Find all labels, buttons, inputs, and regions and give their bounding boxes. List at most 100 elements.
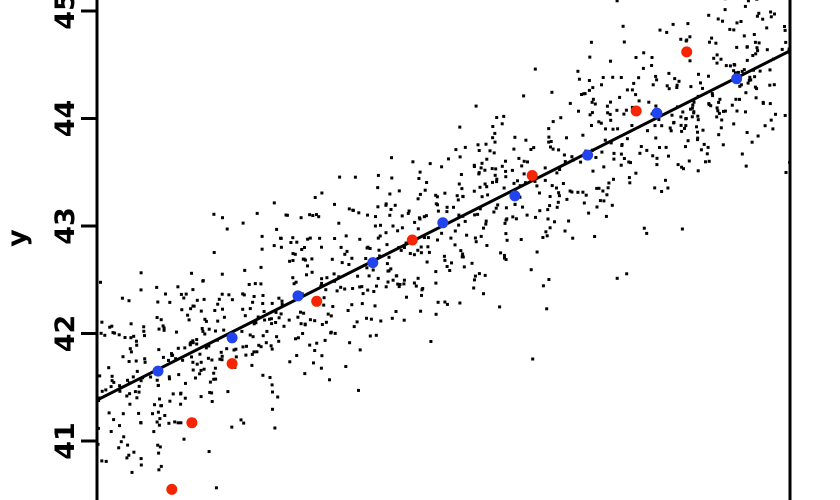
data-point xyxy=(461,194,465,198)
data-point xyxy=(753,75,757,79)
data-point xyxy=(368,247,372,250)
data-point xyxy=(545,234,549,238)
data-point xyxy=(647,100,651,104)
data-point xyxy=(691,103,695,107)
raw-scatter-layer xyxy=(98,0,789,490)
data-point xyxy=(129,322,133,326)
data-point xyxy=(612,157,616,161)
data-point xyxy=(324,288,328,292)
data-point xyxy=(783,114,787,117)
data-point xyxy=(548,195,552,198)
data-point xyxy=(157,468,161,472)
data-point xyxy=(311,214,315,217)
data-point xyxy=(390,316,394,320)
data-point xyxy=(163,414,167,417)
data-point xyxy=(705,152,709,156)
data-point xyxy=(247,283,251,286)
data-point xyxy=(608,112,612,116)
data-point xyxy=(690,115,694,119)
data-point xyxy=(594,156,598,159)
y-tick-label-44: 44 xyxy=(50,100,81,138)
data-point xyxy=(213,366,217,370)
data-point xyxy=(127,360,131,363)
data-point xyxy=(220,354,224,358)
data-point xyxy=(214,486,218,490)
data-point xyxy=(220,358,224,362)
data-point xyxy=(162,326,166,330)
data-point xyxy=(485,185,489,189)
data-point xyxy=(746,81,750,85)
data-point xyxy=(516,179,519,183)
data-point xyxy=(728,64,732,68)
data-point xyxy=(277,316,281,320)
data-point xyxy=(416,197,420,201)
data-point xyxy=(130,470,134,474)
data-point xyxy=(139,463,143,467)
data-point xyxy=(768,68,772,72)
data-point xyxy=(122,435,126,439)
data-point xyxy=(746,0,750,3)
data-point xyxy=(270,347,274,351)
data-point xyxy=(453,229,457,233)
data-point xyxy=(615,276,619,280)
data-point xyxy=(655,163,659,167)
data-point xyxy=(259,345,263,349)
data-point xyxy=(503,256,506,260)
mean-point-red xyxy=(186,417,198,429)
data-point xyxy=(624,108,628,112)
data-point xyxy=(322,303,326,307)
data-point xyxy=(98,426,100,430)
data-point xyxy=(787,47,789,51)
data-point xyxy=(618,95,622,99)
data-point xyxy=(580,93,583,96)
data-point xyxy=(524,138,528,142)
data-point xyxy=(533,67,537,71)
data-point xyxy=(502,186,506,190)
data-point xyxy=(118,384,122,388)
data-point xyxy=(504,206,508,210)
data-point xyxy=(384,285,388,289)
data-point xyxy=(598,199,602,203)
data-point xyxy=(337,221,341,225)
data-point xyxy=(743,4,747,8)
data-point xyxy=(195,338,199,341)
data-point xyxy=(667,71,671,75)
data-point xyxy=(484,219,488,223)
data-point xyxy=(584,193,588,197)
data-point xyxy=(377,248,381,252)
data-point xyxy=(182,437,186,441)
data-point xyxy=(253,282,257,286)
data-point xyxy=(739,83,743,87)
data-point xyxy=(771,127,775,131)
data-point xyxy=(179,402,183,406)
data-point xyxy=(699,81,702,85)
data-point xyxy=(418,170,422,174)
data-point xyxy=(492,151,496,155)
data-point xyxy=(356,274,360,278)
data-point xyxy=(212,371,216,375)
data-point xyxy=(557,191,561,195)
data-point xyxy=(642,226,646,230)
data-point xyxy=(256,315,260,319)
data-point xyxy=(288,360,292,364)
data-point xyxy=(706,145,710,149)
data-point xyxy=(151,412,154,416)
data-point xyxy=(477,149,481,152)
data-point xyxy=(494,167,498,171)
data-point xyxy=(486,193,490,197)
data-point xyxy=(565,197,569,201)
data-point xyxy=(204,319,208,323)
data-point xyxy=(769,15,773,19)
data-point xyxy=(590,111,594,115)
data-point xyxy=(241,221,245,225)
data-point xyxy=(717,100,721,104)
data-point xyxy=(143,357,147,361)
data-point xyxy=(303,372,307,376)
data-point xyxy=(562,153,566,157)
data-point xyxy=(252,295,256,298)
data-point xyxy=(535,250,539,254)
data-point xyxy=(179,421,183,425)
data-point xyxy=(161,355,165,359)
data-point xyxy=(317,215,321,219)
data-point xyxy=(250,363,254,367)
